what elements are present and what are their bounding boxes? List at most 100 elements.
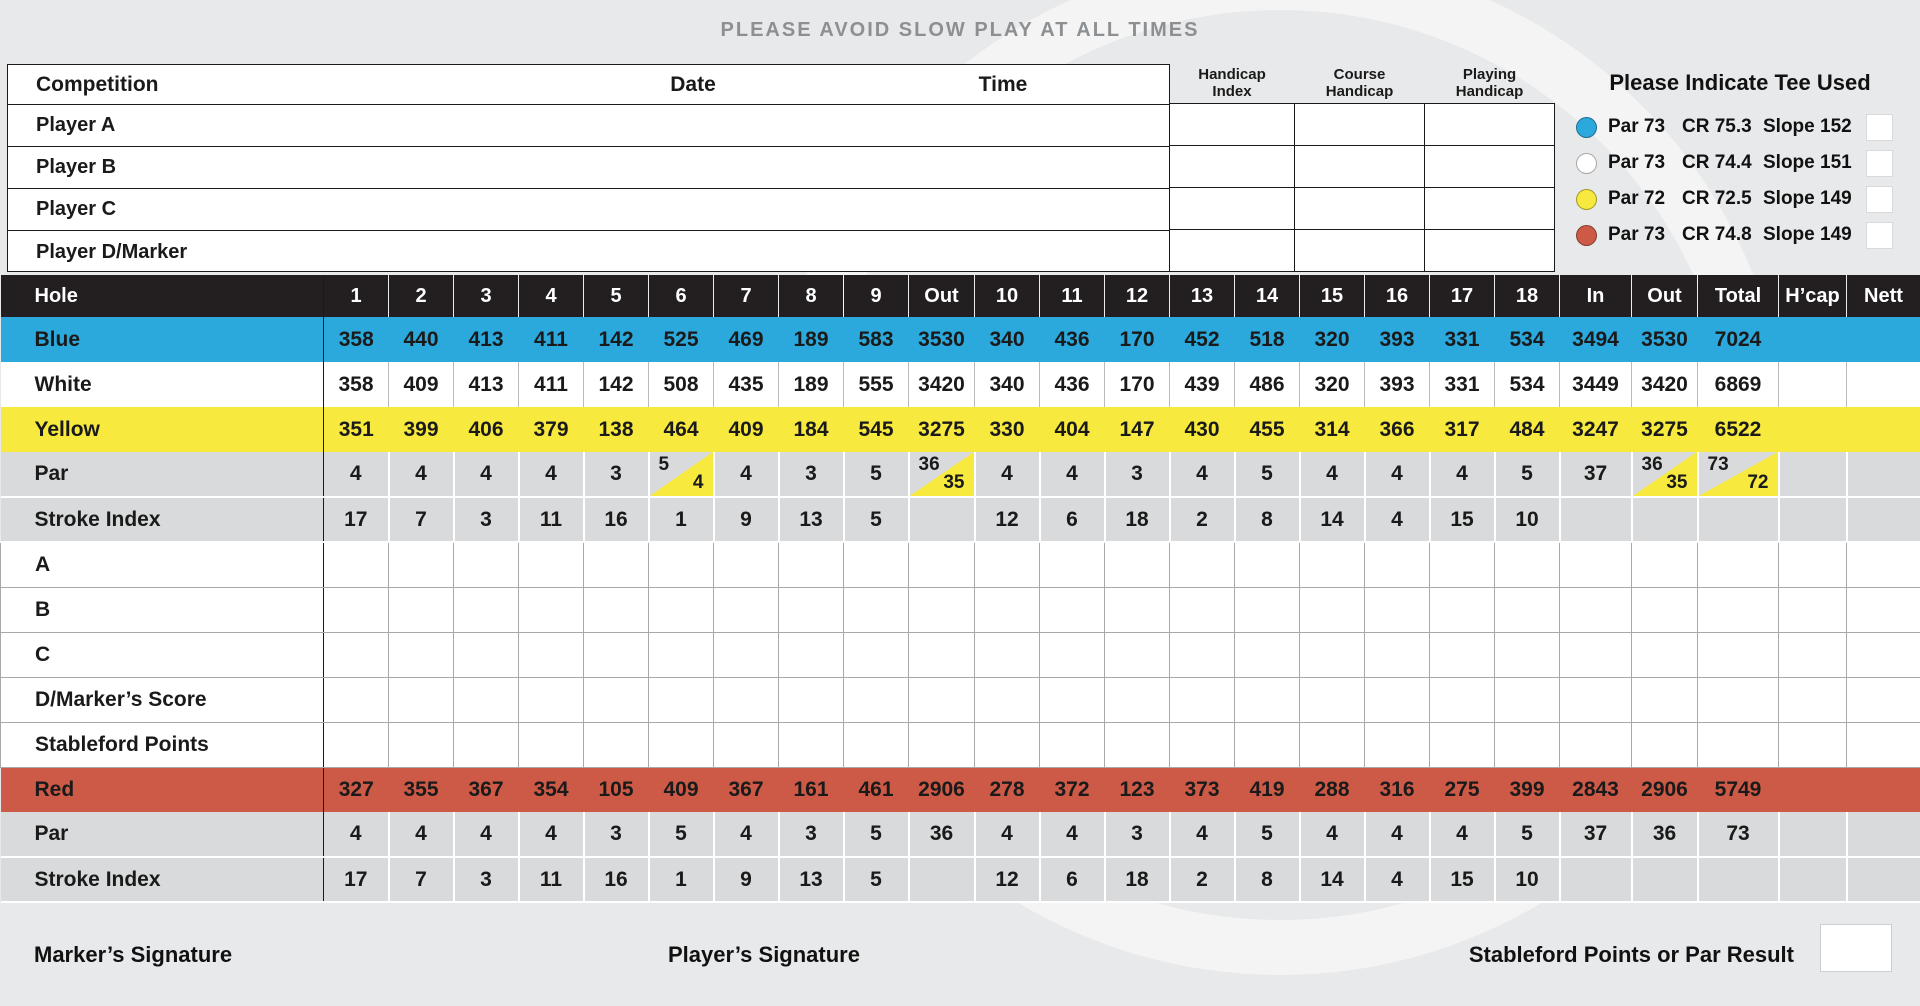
score-cell[interactable]: [583, 722, 649, 768]
score-cell[interactable]: [648, 542, 714, 588]
score-cell[interactable]: [1631, 722, 1698, 768]
score-cell[interactable]: [908, 587, 975, 633]
score-cell[interactable]: [1039, 587, 1105, 633]
player-entry-area[interactable]: [115, 105, 1169, 146]
score-cell[interactable]: [583, 677, 649, 723]
score-cell[interactable]: [1846, 542, 1920, 588]
score-cell[interactable]: [1429, 587, 1495, 633]
score-cell[interactable]: [1299, 677, 1365, 723]
score-cell[interactable]: [974, 722, 1040, 768]
score-cell[interactable]: [453, 632, 519, 678]
handicap-cell[interactable]: [1295, 146, 1424, 188]
score-cell[interactable]: [908, 722, 975, 768]
score-cell[interactable]: [1559, 677, 1632, 723]
stableford-result-box[interactable]: [1820, 924, 1892, 972]
score-cell[interactable]: [1364, 632, 1430, 678]
score-cell[interactable]: [583, 632, 649, 678]
score-cell[interactable]: [453, 677, 519, 723]
score-cell[interactable]: [1697, 632, 1779, 678]
score-cell[interactable]: [323, 677, 389, 723]
score-cell[interactable]: [1234, 677, 1300, 723]
score-cell[interactable]: [843, 722, 909, 768]
score-cell[interactable]: [1039, 722, 1105, 768]
score-cell[interactable]: [388, 632, 454, 678]
handicap-cell[interactable]: [1295, 230, 1424, 271]
score-cell[interactable]: [583, 587, 649, 633]
score-cell[interactable]: [1234, 722, 1300, 768]
score-cell[interactable]: [388, 677, 454, 723]
score-cell[interactable]: [908, 632, 975, 678]
handicap-cell[interactable]: [1425, 230, 1554, 271]
score-cell[interactable]: [1697, 542, 1779, 588]
score-cell[interactable]: [648, 587, 714, 633]
score-cell[interactable]: [1494, 587, 1560, 633]
score-cell[interactable]: [713, 632, 779, 678]
score-cell[interactable]: [518, 632, 584, 678]
handicap-cell[interactable]: [1425, 188, 1554, 230]
score-cell[interactable]: [1169, 722, 1235, 768]
score-cell[interactable]: [1039, 677, 1105, 723]
score-cell[interactable]: [518, 587, 584, 633]
score-cell[interactable]: [388, 722, 454, 768]
score-cell[interactable]: [583, 542, 649, 588]
score-cell[interactable]: [1631, 587, 1698, 633]
score-cell[interactable]: [1559, 632, 1632, 678]
score-cell[interactable]: [1169, 542, 1235, 588]
score-cell[interactable]: [1364, 542, 1430, 588]
score-cell[interactable]: [974, 542, 1040, 588]
score-cell[interactable]: [453, 722, 519, 768]
score-cell[interactable]: [453, 587, 519, 633]
score-cell[interactable]: [1846, 587, 1920, 633]
score-cell[interactable]: [1697, 722, 1779, 768]
handicap-cell[interactable]: [1170, 146, 1294, 188]
score-cell[interactable]: [648, 722, 714, 768]
score-cell[interactable]: [388, 542, 454, 588]
score-cell[interactable]: [1778, 587, 1847, 633]
score-cell[interactable]: [713, 677, 779, 723]
score-cell[interactable]: [1429, 542, 1495, 588]
score-cell[interactable]: [778, 722, 844, 768]
score-cell[interactable]: [1234, 587, 1300, 633]
score-cell[interactable]: [1299, 722, 1365, 768]
score-cell[interactable]: [1364, 677, 1430, 723]
score-cell[interactable]: [1778, 632, 1847, 678]
handicap-cell[interactable]: [1295, 188, 1424, 230]
player-entry-area[interactable]: [187, 231, 1169, 273]
score-cell[interactable]: [1778, 542, 1847, 588]
score-cell[interactable]: [1494, 722, 1560, 768]
score-cell[interactable]: [453, 542, 519, 588]
score-cell[interactable]: [1299, 587, 1365, 633]
score-cell[interactable]: [1299, 632, 1365, 678]
tee-checkbox[interactable]: [1866, 221, 1893, 249]
score-cell[interactable]: [713, 722, 779, 768]
score-cell[interactable]: [518, 677, 584, 723]
handicap-cell[interactable]: [1425, 104, 1554, 146]
score-cell[interactable]: [974, 587, 1040, 633]
score-cell[interactable]: [1169, 587, 1235, 633]
score-cell[interactable]: [1104, 722, 1170, 768]
score-cell[interactable]: [323, 542, 389, 588]
score-cell[interactable]: [1104, 542, 1170, 588]
score-cell[interactable]: [713, 587, 779, 633]
score-cell[interactable]: [974, 677, 1040, 723]
score-cell[interactable]: [648, 677, 714, 723]
score-cell[interactable]: [1778, 677, 1847, 723]
score-cell[interactable]: [518, 722, 584, 768]
score-cell[interactable]: [323, 722, 389, 768]
score-cell[interactable]: [1364, 587, 1430, 633]
score-cell[interactable]: [1559, 722, 1632, 768]
score-cell[interactable]: [1631, 632, 1698, 678]
score-cell[interactable]: [843, 677, 909, 723]
score-cell[interactable]: [713, 542, 779, 588]
score-cell[interactable]: [1104, 677, 1170, 723]
score-cell[interactable]: [1559, 542, 1632, 588]
score-cell[interactable]: [908, 542, 975, 588]
score-cell[interactable]: [1846, 632, 1920, 678]
player-entry-area[interactable]: [116, 147, 1169, 188]
score-cell[interactable]: [1364, 722, 1430, 768]
score-cell[interactable]: [1104, 632, 1170, 678]
score-cell[interactable]: [1494, 542, 1560, 588]
score-cell[interactable]: [1631, 542, 1698, 588]
score-cell[interactable]: [778, 587, 844, 633]
score-cell[interactable]: [1631, 677, 1698, 723]
